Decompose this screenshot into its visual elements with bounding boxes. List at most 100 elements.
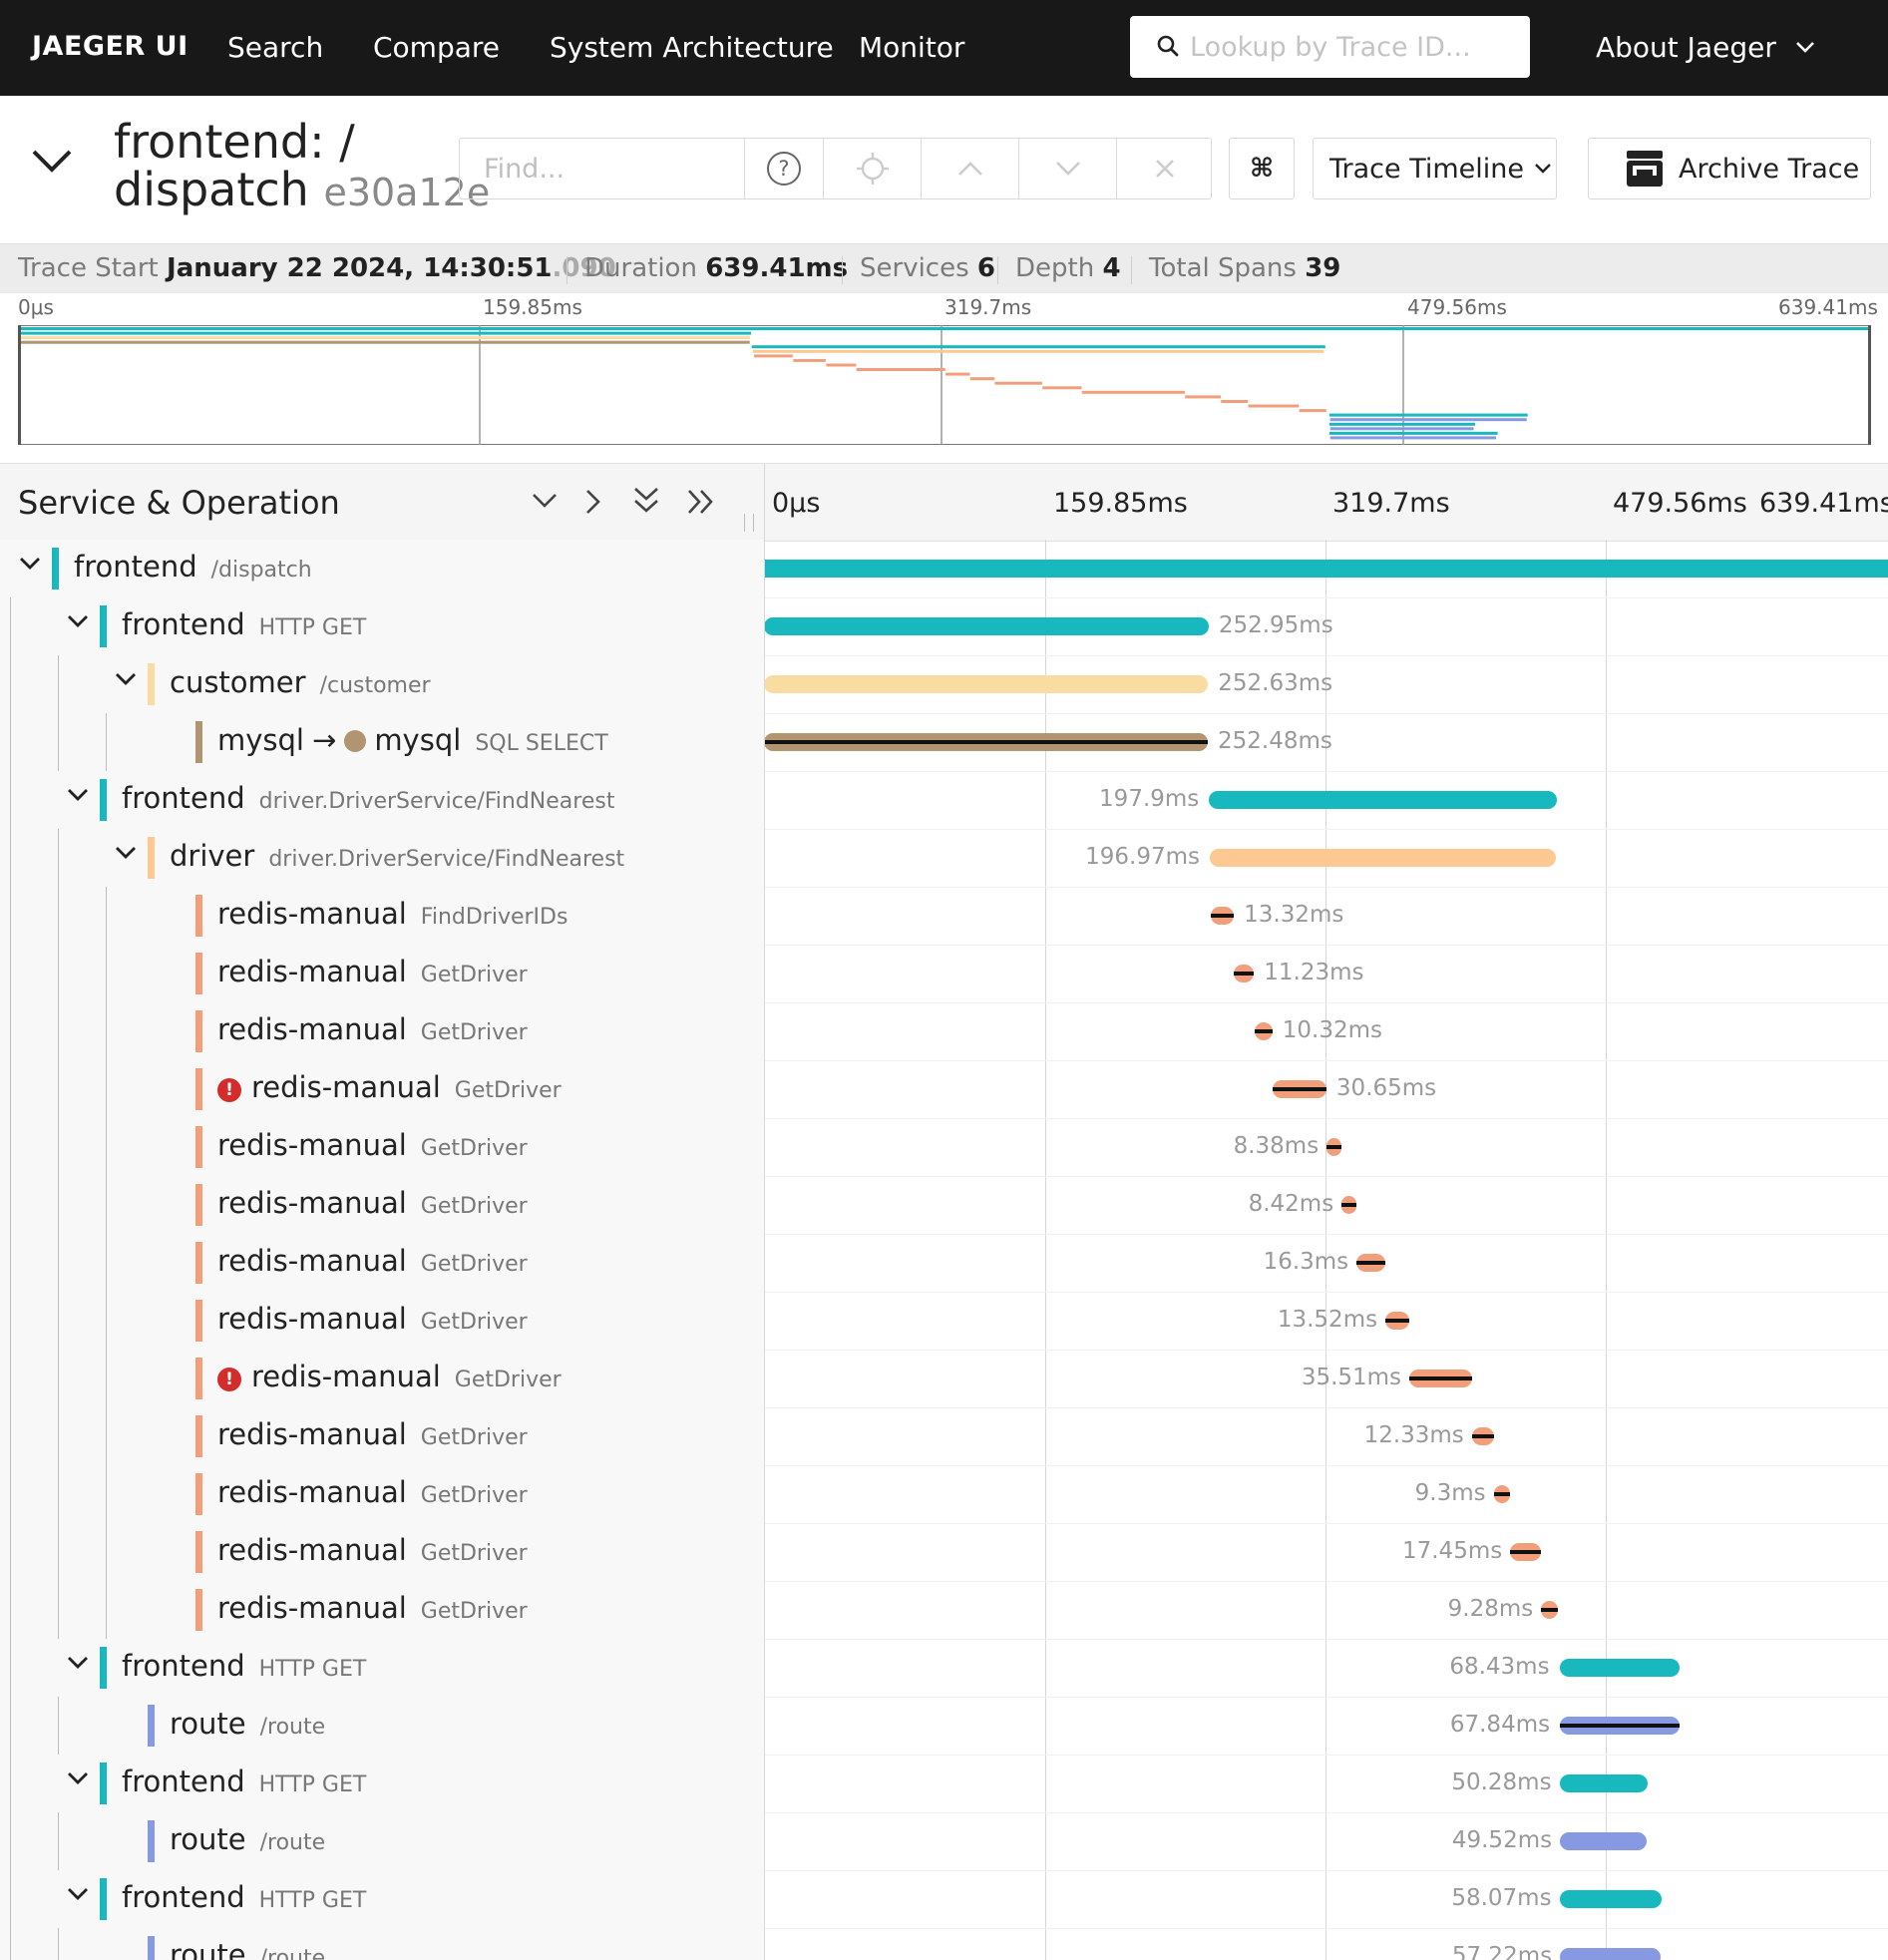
span-bar[interactable]	[1356, 1254, 1385, 1272]
span-row[interactable]: ! redis-manual GetDriver 30.65ms	[0, 1060, 1888, 1119]
span-bar[interactable]	[1341, 1196, 1356, 1214]
span-label[interactable]: ! redis-manual GetDriver	[217, 1070, 562, 1104]
span-name-cell[interactable]: route/route	[0, 1697, 764, 1755]
expand-chevron-icon[interactable]	[66, 1655, 90, 1673]
minimap-canvas[interactable]	[18, 325, 1871, 445]
span-name-cell[interactable]: redis-manual GetDriver	[0, 1465, 764, 1523]
span-label[interactable]: frontend HTTP GET	[122, 1649, 366, 1683]
expand-chevron-icon[interactable]	[66, 613, 90, 631]
span-row[interactable]: redis-manual GetDriver 8.42ms	[0, 1176, 1888, 1235]
span-row[interactable]: redis-manual GetDriver 11.23ms	[0, 945, 1888, 1003]
span-name-cell[interactable]: frontend/dispatch	[0, 540, 764, 597]
span-label[interactable]: customer/customer	[170, 665, 431, 699]
expand-one-icon[interactable]	[584, 488, 602, 516]
span-bar[interactable]	[1493, 1485, 1511, 1503]
nav-system-architecture[interactable]: System Architecture	[550, 31, 834, 64]
span-label[interactable]: frontend/dispatch	[74, 550, 312, 584]
span-name-cell[interactable]: frontend HTTP GET	[0, 1870, 764, 1928]
span-name-cell[interactable]: redis-manual GetDriver	[0, 1407, 764, 1465]
span-row[interactable]: driver driver.DriverService/FindNearest 19…	[0, 829, 1888, 888]
span-name-cell[interactable]: ! redis-manual GetDriver	[0, 1060, 764, 1118]
expand-chevron-icon[interactable]	[18, 556, 42, 574]
nav-monitor[interactable]: Monitor	[859, 31, 965, 64]
span-row[interactable]: redis-manual GetDriver 8.38ms	[0, 1118, 1888, 1177]
span-name-cell[interactable]: route/route	[0, 1928, 764, 1960]
span-bar[interactable]	[1209, 791, 1558, 809]
archive-trace-button[interactable]: Archive Trace	[1588, 138, 1871, 199]
span-row[interactable]: redis-manual GetDriver 10.32ms	[0, 1002, 1888, 1061]
span-bar[interactable]	[1559, 1890, 1662, 1908]
span-bar[interactable]	[1559, 1774, 1649, 1792]
span-bar[interactable]	[764, 560, 1888, 578]
span-name-cell[interactable]: frontend driver.DriverService/FindNearest	[0, 771, 764, 829]
clear-find-button[interactable]	[1116, 139, 1212, 198]
span-row[interactable]: route/route 49.52ms	[0, 1812, 1888, 1871]
keyboard-shortcuts-button[interactable]: ⌘	[1229, 138, 1295, 199]
span-label[interactable]: frontend HTTP GET	[122, 1880, 366, 1914]
find-input[interactable]: Find...	[484, 154, 566, 185]
span-bar[interactable]	[1541, 1601, 1558, 1619]
span-name-cell[interactable]: redis-manual GetDriver	[0, 1523, 764, 1581]
brand-logo[interactable]: JAEGER UI	[32, 31, 189, 62]
span-bar[interactable]	[1409, 1370, 1472, 1387]
span-row[interactable]: customer/customer 252.63ms	[0, 655, 1888, 714]
span-name-cell[interactable]: redis-manual FindDriverIDs	[0, 887, 764, 945]
span-row[interactable]: ! redis-manual GetDriver 35.51ms	[0, 1350, 1888, 1408]
prev-match-button[interactable]	[921, 139, 1018, 198]
view-select[interactable]: Trace Timeline	[1313, 138, 1557, 199]
span-bar[interactable]	[1560, 1948, 1661, 1960]
collapse-one-icon[interactable]	[531, 492, 559, 510]
span-name-cell[interactable]: redis-manual GetDriver	[0, 1002, 764, 1060]
span-label[interactable]: redis-manual GetDriver	[217, 1302, 528, 1336]
span-label[interactable]: redis-manual GetDriver	[217, 1533, 528, 1567]
span-name-cell[interactable]: redis-manual GetDriver	[0, 1234, 764, 1292]
span-bar[interactable]	[1510, 1543, 1541, 1561]
expand-chevron-icon[interactable]	[114, 671, 138, 689]
span-label[interactable]: route/route	[170, 1938, 325, 1960]
span-row[interactable]: mysql → mysql SQL SELECT 252.48ms	[0, 713, 1888, 772]
span-name-cell[interactable]: mysql → mysql SQL SELECT	[0, 713, 764, 771]
span-label[interactable]: frontend HTTP GET	[122, 607, 366, 641]
span-bar[interactable]	[1385, 1312, 1409, 1330]
span-row[interactable]: redis-manual GetDriver 17.45ms	[0, 1523, 1888, 1582]
span-bar[interactable]	[1209, 849, 1557, 867]
span-row[interactable]: route/route 57.22ms	[0, 1928, 1888, 1960]
span-label[interactable]: redis-manual GetDriver	[217, 1244, 528, 1278]
span-bar[interactable]	[1272, 1080, 1326, 1098]
expand-all-icon[interactable]	[686, 488, 716, 516]
locate-button[interactable]	[823, 139, 921, 198]
span-name-cell[interactable]: customer/customer	[0, 655, 764, 713]
column-resize-handle[interactable]	[744, 514, 754, 532]
collapse-trace-chevron-icon[interactable]	[30, 146, 74, 176]
help-button[interactable]: ?	[744, 139, 823, 198]
expand-chevron-icon[interactable]	[66, 787, 90, 805]
span-row[interactable]: route/route 67.84ms	[0, 1697, 1888, 1756]
span-label[interactable]: redis-manual GetDriver	[217, 1128, 528, 1162]
span-bar[interactable]	[1210, 907, 1235, 925]
span-row[interactable]: redis-manual GetDriver 12.33ms	[0, 1407, 1888, 1466]
span-name-cell[interactable]: frontend HTTP GET	[0, 1755, 764, 1812]
span-row[interactable]: redis-manual GetDriver 13.52ms	[0, 1292, 1888, 1351]
span-label[interactable]: driver driver.DriverService/FindNearest	[170, 839, 624, 873]
span-name-cell[interactable]: route/route	[0, 1812, 764, 1870]
span-row[interactable]: redis-manual FindDriverIDs 13.32ms	[0, 887, 1888, 946]
collapse-all-icon[interactable]	[632, 486, 660, 516]
span-name-cell[interactable]: redis-manual GetDriver	[0, 1176, 764, 1234]
span-label[interactable]: redis-manual GetDriver	[217, 1591, 528, 1625]
span-label[interactable]: route/route	[170, 1707, 325, 1741]
nav-search[interactable]: Search	[227, 31, 324, 64]
span-label[interactable]: ! redis-manual GetDriver	[217, 1360, 562, 1393]
span-name-cell[interactable]: redis-manual GetDriver	[0, 1581, 764, 1639]
span-name-cell[interactable]: frontend HTTP GET	[0, 1639, 764, 1697]
span-row[interactable]: redis-manual GetDriver 16.3ms	[0, 1234, 1888, 1293]
span-row[interactable]: frontend/dispatch	[0, 540, 1888, 598]
span-label[interactable]: mysql → mysql SQL SELECT	[217, 723, 608, 757]
span-label[interactable]: frontend HTTP GET	[122, 1764, 366, 1798]
span-bar[interactable]	[1326, 1138, 1341, 1156]
span-label[interactable]: redis-manual GetDriver	[217, 1417, 528, 1451]
span-bar[interactable]	[1560, 1717, 1680, 1735]
span-row[interactable]: frontend HTTP GET 58.07ms	[0, 1870, 1888, 1929]
span-row[interactable]: redis-manual GetDriver 9.28ms	[0, 1581, 1888, 1640]
span-label[interactable]: redis-manual GetDriver	[217, 1475, 528, 1509]
span-name-cell[interactable]: redis-manual GetDriver	[0, 945, 764, 1002]
